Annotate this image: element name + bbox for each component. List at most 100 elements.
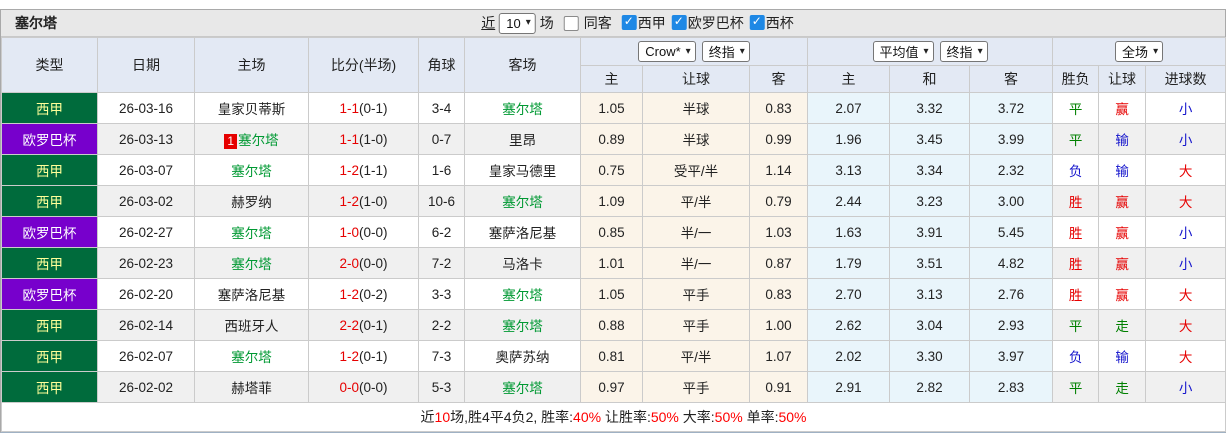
result-cell: 平 bbox=[1052, 309, 1100, 341]
crow-final-odds-select[interactable]: 终指 ▾ bbox=[701, 41, 750, 62]
col-header-score: 比分(半场) bbox=[308, 37, 419, 93]
crow-home-odds-cell: 0.89 bbox=[580, 123, 643, 155]
avg-final-odds-select[interactable]: 终指 ▾ bbox=[939, 41, 988, 62]
col-header-result: 胜负 bbox=[1052, 65, 1100, 93]
summary-stat-value: 50% bbox=[650, 409, 679, 425]
col-header-type: 类型 bbox=[1, 37, 98, 93]
corner-cell: 10-6 bbox=[418, 185, 465, 217]
result-cell: 平 bbox=[1052, 123, 1100, 155]
crow-handicap-cell: 半球 bbox=[642, 92, 750, 124]
league-type-cell: 西甲 bbox=[1, 340, 98, 372]
result-cell: 胜 bbox=[1052, 278, 1100, 310]
avg-final-odds-value: 终指 bbox=[946, 45, 973, 60]
crow-away-odds-cell: 1.07 bbox=[748, 340, 809, 372]
league-checkbox-0[interactable] bbox=[621, 14, 637, 30]
average-select-value: 平均值 bbox=[879, 45, 919, 60]
score-cell: 0-0(0-0) bbox=[308, 371, 419, 403]
table-row: 西甲 26-03-07 塞尔塔 1-2(1-1) 1-6 皇家马德里 0.75 受平/半 1.1… bbox=[1, 154, 1226, 186]
score-cell: 2-0(0-0) bbox=[308, 247, 419, 279]
league-checkbox-2[interactable] bbox=[749, 14, 765, 30]
avg-draw-odds-cell: 3.23 bbox=[889, 185, 971, 217]
summary-text: 近10场,胜4平4负2, 胜率:40% 让胜率:50% 大率:50% 单率:50… bbox=[0, 402, 1226, 432]
league-label-2: 西杯 bbox=[765, 15, 794, 31]
rank-badge: 1 bbox=[224, 134, 238, 149]
league-type-cell: 欧罗巴杯 bbox=[1, 278, 98, 310]
avg-away-odds-cell: 3.00 bbox=[969, 185, 1054, 217]
matches-label: 场 bbox=[539, 15, 554, 31]
avg-away-odds-cell: 3.97 bbox=[969, 340, 1054, 372]
average-select[interactable]: 平均值 ▾ bbox=[872, 41, 934, 62]
crow-home-odds-cell: 0.75 bbox=[580, 154, 643, 186]
corner-cell: 3-3 bbox=[418, 278, 465, 310]
chevron-down-icon: ▾ bbox=[525, 17, 531, 28]
summary-stat-label: 让胜率: bbox=[601, 409, 651, 425]
avg-draw-odds-cell: 3.45 bbox=[889, 123, 971, 155]
handicap-result-cell: 输 bbox=[1098, 340, 1147, 372]
handicap-result-cell: 赢 bbox=[1098, 185, 1147, 217]
table-row: 欧罗巴杯 26-02-27 塞尔塔 1-0(0-0) 6-2 塞萨洛尼基 0.85 半/一 1.… bbox=[1, 216, 1226, 248]
crow-home-odds-cell: 0.81 bbox=[580, 340, 643, 372]
col-header-away: 客场 bbox=[464, 37, 581, 93]
recent-link[interactable]: 近 bbox=[481, 15, 496, 31]
average-group-header: 平均值 ▾ 终指 ▾ bbox=[807, 37, 1054, 66]
date-cell: 26-02-14 bbox=[97, 309, 195, 341]
result-cell: 平 bbox=[1052, 371, 1100, 403]
chevron-down-icon: ▾ bbox=[923, 45, 929, 57]
score-cell: 1-2(1-1) bbox=[308, 154, 419, 186]
avg-away-odds-cell: 2.83 bbox=[969, 371, 1054, 403]
avg-draw-odds-cell: 3.30 bbox=[889, 340, 971, 372]
away-team-cell: 塞尔塔 bbox=[464, 92, 581, 124]
date-cell: 26-02-02 bbox=[97, 371, 195, 403]
table-row: 西甲 26-02-23 塞尔塔 2-0(0-0) 7-2 马洛卡 1.01 半/一 0.87 1.… bbox=[1, 247, 1226, 279]
match-count-select[interactable]: 10 ▾ bbox=[499, 12, 536, 34]
avg-home-odds-cell: 2.91 bbox=[807, 371, 891, 403]
crow-handicap-cell: 平手 bbox=[642, 309, 750, 341]
result-cell: 平 bbox=[1052, 92, 1100, 124]
summary-stat-label: 近 bbox=[420, 409, 435, 425]
chevron-down-icon: ▾ bbox=[1153, 45, 1159, 57]
league-label-1: 欧罗巴杯 bbox=[687, 15, 744, 31]
fulltime-group-header: 全场 ▾ bbox=[1052, 37, 1226, 66]
league-type-cell: 西甲 bbox=[1, 92, 98, 124]
date-cell: 26-02-20 bbox=[97, 278, 195, 310]
home-team-cell: 皇家贝蒂斯 bbox=[194, 92, 309, 124]
avg-draw-odds-cell: 3.04 bbox=[889, 309, 971, 341]
away-team-cell: 塞萨洛尼基 bbox=[464, 216, 581, 248]
goals-result-cell: 大 bbox=[1145, 278, 1226, 310]
league-type-cell: 欧罗巴杯 bbox=[1, 216, 98, 248]
home-team-cell: 塞尔塔 bbox=[194, 154, 309, 186]
crow-handicap-cell: 平/半 bbox=[642, 185, 750, 217]
avg-home-odds-cell: 2.70 bbox=[807, 278, 891, 310]
fulltime-select[interactable]: 全场 ▾ bbox=[1115, 41, 1164, 62]
avg-draw-odds-cell: 3.32 bbox=[889, 92, 971, 124]
avg-draw-odds-cell: 2.82 bbox=[889, 371, 971, 403]
summary-stat-label: 大率: bbox=[678, 409, 715, 425]
crow-home-odds-cell: 1.01 bbox=[580, 247, 643, 279]
same-away-checkbox[interactable] bbox=[563, 15, 579, 31]
date-cell: 26-02-27 bbox=[97, 216, 195, 248]
handicap-result-cell: 赢 bbox=[1098, 247, 1147, 279]
result-cell: 胜 bbox=[1052, 185, 1100, 217]
title-bar: 塞尔塔 近 10 ▾ 场 同客 西甲 欧罗巴杯 西杯 bbox=[1, 10, 1225, 37]
chevron-down-icon: ▾ bbox=[977, 45, 983, 57]
league-checkbox-1[interactable] bbox=[671, 14, 687, 30]
away-team-cell: 塞尔塔 bbox=[464, 309, 581, 341]
handicap-result-cell: 赢 bbox=[1098, 278, 1147, 310]
avg-draw-odds-cell: 3.51 bbox=[889, 247, 971, 279]
score-cell: 1-1(0-1) bbox=[308, 92, 419, 124]
top-strip bbox=[0, 0, 1226, 9]
bookmaker-select[interactable]: Crow* ▾ bbox=[638, 41, 696, 62]
summary-stat-value: 10 bbox=[434, 409, 451, 425]
crow-handicap-cell: 平手 bbox=[642, 371, 750, 403]
avg-home-odds-cell: 2.02 bbox=[807, 340, 891, 372]
avg-away-odds-cell: 5.45 bbox=[969, 216, 1054, 248]
summary-stat-value: 50% bbox=[778, 409, 807, 425]
avg-away-odds-cell: 3.99 bbox=[969, 123, 1054, 155]
crow-handicap-cell: 受平/半 bbox=[642, 154, 750, 186]
handicap-result-cell: 赢 bbox=[1098, 216, 1147, 248]
bookmaker-group-header: Crow* ▾ 终指 ▾ bbox=[579, 37, 809, 66]
col-header-avg-away: 客 bbox=[969, 65, 1054, 93]
col-header-crow-handicap: 让球 bbox=[642, 65, 750, 93]
avg-away-odds-cell: 2.93 bbox=[969, 309, 1054, 341]
crow-away-odds-cell: 0.91 bbox=[748, 371, 809, 403]
